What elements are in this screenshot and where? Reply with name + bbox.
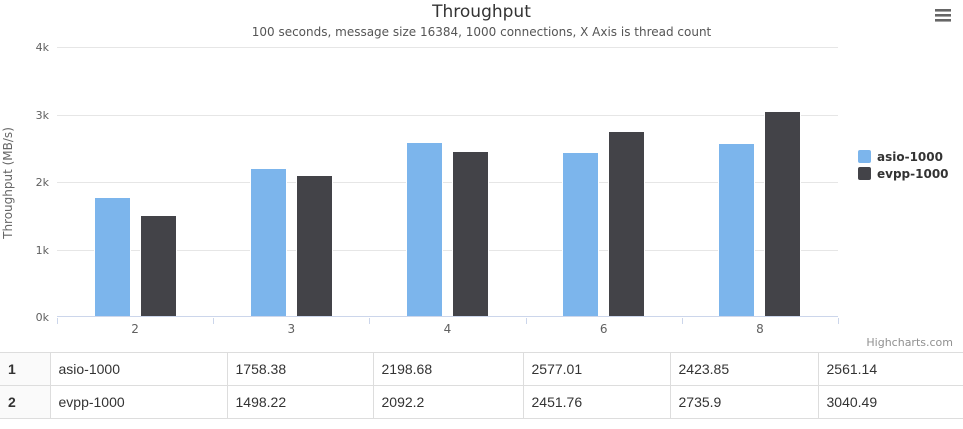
y-axis-tick-label: 2k [35, 176, 49, 189]
value-cell: 2423.85 [670, 352, 819, 386]
hamburger-icon[interactable] [932, 5, 956, 27]
value-cell: 1498.22 [227, 385, 374, 419]
y-axis-tick-label: 0k [35, 311, 49, 324]
bar-asio-1000-x2[interactable] [93, 197, 131, 316]
value-cell: 1758.38 [227, 352, 374, 386]
value-cell: 2451.76 [523, 385, 671, 419]
x-axis-tick [369, 318, 371, 324]
value-cell: 2561.14 [818, 352, 963, 386]
y-axis-tick-label: 4k [35, 41, 49, 54]
gridline [57, 182, 838, 183]
x-axis-tick-label: 3 [287, 322, 296, 336]
bar-asio-1000-x8[interactable] [718, 143, 756, 316]
table-row: 1 asio-1000 1758.38 2198.68 2577.01 2423.85 25… [0, 352, 963, 386]
bar-evpp-1000-x6[interactable] [608, 131, 646, 316]
bar-evpp-1000-x4[interactable] [452, 151, 489, 316]
x-axis-tick [838, 318, 839, 324]
value-cell: 3040.49 [818, 385, 963, 419]
x-axis-tick-label: 8 [756, 322, 764, 336]
legend-swatch [858, 167, 871, 180]
plot-area [57, 47, 838, 317]
x-axis-tick [525, 318, 527, 324]
x-axis-tick [681, 318, 683, 324]
value-cell: 2198.68 [373, 352, 524, 386]
chart-title: Throughput [432, 2, 531, 22]
bar-asio-1000-x6[interactable] [562, 152, 600, 316]
gridline [57, 114, 838, 116]
hamburger-bar [935, 18, 951, 22]
hamburger-bar [935, 8, 951, 12]
bar-evpp-1000-x2[interactable] [139, 215, 177, 316]
value-cell: 2577.01 [523, 352, 671, 386]
legend: asio-1000 evpp-1000 [858, 148, 949, 182]
series-name-cell: evpp-1000 [50, 385, 228, 419]
bar-asio-1000-x4[interactable] [406, 142, 443, 316]
y-axis-tick-label: 3k [35, 108, 49, 122]
chart-container: Throughput 100 seconds, message size 163… [1, 2, 956, 349]
chart-subtitle: 100 seconds, message size 16384, 1000 co… [251, 25, 712, 39]
y-axis-tick-label: 1k [35, 243, 49, 257]
x-axis-tick [213, 318, 215, 324]
gridline [57, 249, 838, 251]
x-axis-tick-label: 6 [599, 322, 608, 336]
value-cell: 2735.9 [670, 385, 819, 419]
series-name-cell: asio-1000 [50, 352, 228, 386]
legend-item-asio-1000[interactable]: asio-1000 [858, 148, 949, 165]
table-row: 2 evpp-1000 1498.22 2092.2 2451.76 2735.9 3040… [0, 385, 963, 419]
gridline [57, 47, 838, 48]
bar-asio-1000-x3[interactable] [249, 168, 287, 316]
x-axis-tick [57, 318, 58, 324]
bar-evpp-1000-x8[interactable] [764, 111, 802, 316]
x-axis-tick-label: 2 [131, 322, 139, 336]
credits-link[interactable]: Highcharts.com [866, 336, 953, 349]
value-cell: 2092.2 [373, 385, 524, 419]
row-index-cell: 2 [0, 385, 51, 419]
x-axis-tick-label: 4 [443, 322, 452, 336]
data-table: 1 asio-1000 1758.38 2198.68 2577.01 2423.85 25… [0, 352, 963, 419]
hamburger-bar [935, 13, 951, 17]
row-index-cell: 1 [0, 352, 51, 386]
bar-evpp-1000-x3[interactable] [295, 175, 333, 316]
legend-swatch [858, 150, 871, 163]
legend-label: evpp-1000 [877, 166, 949, 181]
legend-item-evpp-1000[interactable]: evpp-1000 [858, 165, 949, 182]
legend-label: asio-1000 [877, 149, 943, 164]
